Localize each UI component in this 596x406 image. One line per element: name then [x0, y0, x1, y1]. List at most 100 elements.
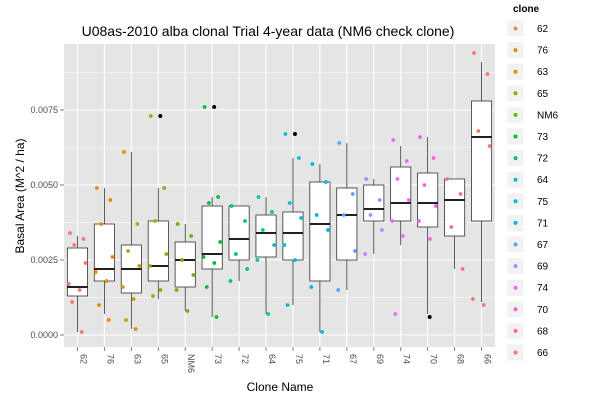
data-point-NM6	[180, 258, 184, 262]
data-point-62	[79, 330, 84, 334]
legend-swatch	[513, 112, 518, 117]
data-point-67	[337, 141, 342, 145]
data-point-73	[201, 255, 206, 259]
box-rect	[363, 184, 385, 222]
data-point-73	[218, 240, 223, 244]
legend-label: 63	[537, 67, 549, 78]
data-point-67	[353, 249, 357, 253]
x-tick-label: 66	[483, 354, 493, 364]
legend-swatch	[513, 350, 518, 355]
data-point-63	[135, 222, 140, 226]
data-point-69	[364, 177, 369, 181]
data-point-72	[233, 252, 238, 256]
legend-item-64: 64	[506, 170, 549, 189]
box-75	[282, 158, 304, 305]
data-point-71	[314, 213, 319, 217]
data-point-70	[422, 183, 427, 187]
data-point-64	[272, 243, 277, 247]
data-point-72	[228, 279, 233, 283]
y-axis-label: Basal Area (M^2 / ha)	[13, 138, 27, 253]
x-tick-label: 63	[132, 354, 142, 364]
data-point-64	[266, 312, 271, 316]
data-point-72	[229, 204, 234, 208]
data-point-76	[106, 318, 111, 322]
legend-label: 74	[537, 283, 549, 294]
data-point-73	[214, 315, 219, 319]
box-rect	[228, 205, 250, 261]
legend-swatch	[513, 134, 518, 139]
legend-label: 66	[537, 348, 549, 359]
data-point-76	[108, 198, 113, 202]
box-64	[255, 197, 277, 314]
legend-label: 62	[537, 24, 549, 35]
legend-item-75: 75	[506, 192, 549, 211]
legend-title: clone	[513, 4, 540, 15]
data-point-65	[164, 252, 169, 256]
x-tick-label: 62	[78, 354, 88, 364]
data-point-74	[400, 234, 405, 238]
legend-swatch	[513, 285, 518, 290]
legend-item-76: 76	[506, 41, 549, 60]
data-point-68	[449, 225, 454, 229]
box-rect	[417, 172, 439, 228]
data-point-74	[390, 219, 394, 223]
data-point-76	[97, 303, 101, 307]
data-point-69	[377, 198, 382, 202]
data-point-71	[323, 180, 328, 184]
legend-item-71: 71	[506, 213, 549, 232]
data-point-69	[363, 252, 368, 256]
data-point-76	[93, 270, 98, 274]
outlier-point	[427, 315, 432, 319]
box-rect	[147, 220, 169, 282]
legend-swatch	[513, 69, 518, 74]
data-point-75	[287, 201, 292, 205]
data-point-63	[126, 249, 131, 253]
data-point-65	[158, 288, 163, 292]
legend-label: 73	[537, 132, 549, 143]
data-point-62	[68, 231, 72, 235]
legend-item-69: 69	[506, 257, 549, 276]
data-point-73	[207, 201, 211, 205]
legend-item-70: 70	[506, 300, 549, 319]
box-71	[309, 164, 331, 332]
x-tick-label: 73	[213, 354, 223, 364]
legend-swatch	[513, 91, 518, 96]
data-point-74	[393, 312, 398, 316]
legend-item-66: 66	[506, 343, 549, 362]
data-point-63	[137, 264, 142, 268]
legend-item-73: 73	[506, 127, 549, 146]
data-point-66	[487, 144, 492, 148]
data-point-70	[418, 135, 423, 139]
box-rect	[282, 211, 304, 261]
legend-swatch	[513, 199, 518, 204]
data-point-62	[81, 237, 86, 241]
data-point-66	[485, 72, 490, 76]
data-point-NM6	[185, 309, 190, 313]
data-point-68	[460, 267, 465, 271]
box-rect	[390, 166, 412, 222]
boxes-layer	[66, 62, 493, 332]
legend-item-NM6: NM6	[506, 105, 559, 124]
legend-item-62: 62	[506, 19, 549, 38]
box-rect	[471, 100, 493, 222]
x-tick-label: 69	[375, 354, 385, 364]
box-rect	[174, 241, 196, 288]
y-tick-label: 0.0000	[30, 330, 58, 340]
y-tick-label: 0.0075	[30, 105, 58, 115]
x-tick-label: 64	[267, 354, 277, 364]
data-point-64	[255, 258, 260, 262]
data-point-71	[320, 330, 324, 334]
data-point-NM6	[189, 234, 194, 238]
legend-swatch	[513, 264, 518, 269]
data-point-72	[245, 267, 250, 271]
legend-swatch	[513, 220, 518, 225]
legend-label: 70	[537, 305, 549, 316]
box-rect	[93, 223, 115, 282]
legend-label: 75	[537, 197, 549, 208]
box-NM6	[174, 224, 196, 311]
data-point-73	[204, 285, 209, 289]
chart-title: U08as-2010 alba clonal Trial 4-year data…	[82, 23, 455, 39]
data-point-63	[121, 150, 126, 154]
data-point-63	[124, 318, 128, 322]
data-point-71	[309, 285, 314, 289]
